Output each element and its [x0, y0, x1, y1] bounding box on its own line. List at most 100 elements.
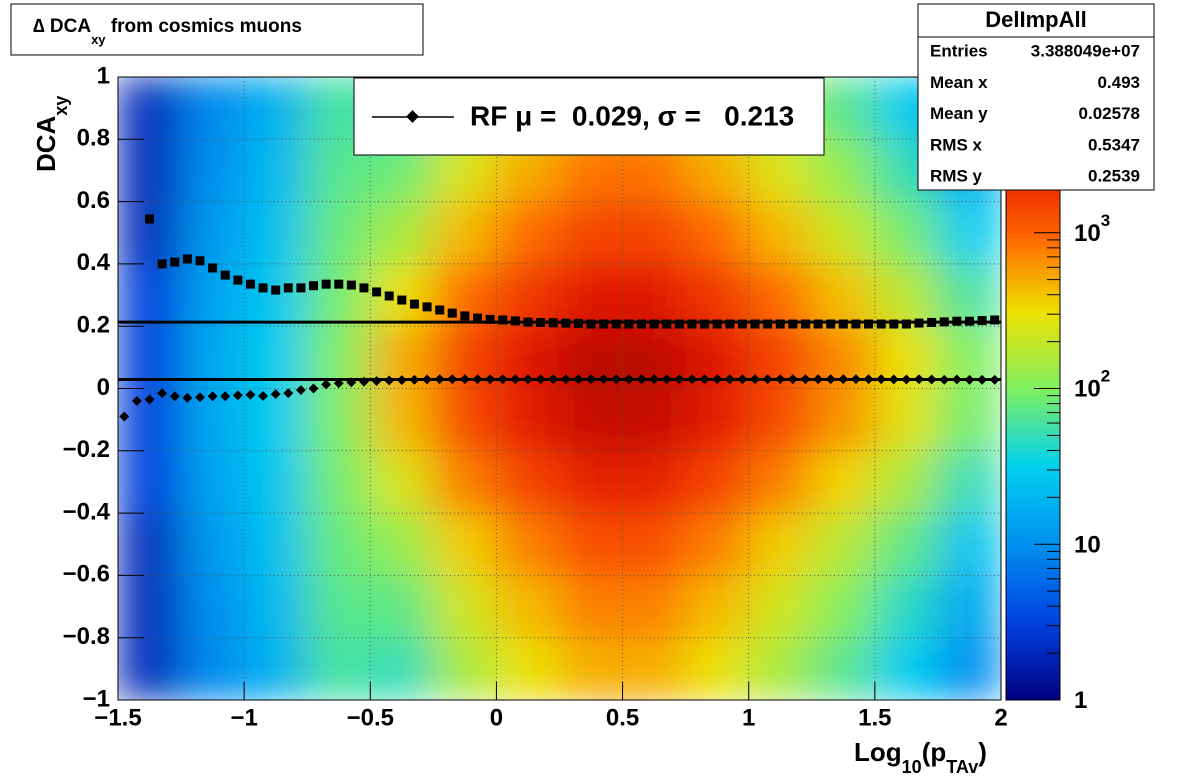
- z-tick-label: 10: [1074, 532, 1101, 559]
- heatmap-cell: [369, 574, 434, 639]
- colorbar-step: [1006, 206, 1060, 213]
- heatmap-cell: [118, 263, 182, 327]
- heatmap-cell: [937, 512, 1001, 576]
- heatmap-cell: [748, 388, 813, 452]
- diamond-marker: [548, 374, 559, 385]
- y-tick-label: −0.4: [63, 498, 111, 525]
- heatmap-cell: [180, 450, 245, 514]
- stats-value: 0.5347: [1088, 135, 1140, 154]
- square-marker: [170, 257, 180, 267]
- heatmap-cell: [748, 263, 813, 327]
- diamond-marker: [321, 379, 332, 390]
- colorbar-step: [1006, 517, 1060, 524]
- colorbar-step: [1006, 346, 1060, 353]
- heatmap-cell: [622, 450, 687, 514]
- diamond-marker: [787, 374, 798, 385]
- heatmap-cell: [559, 263, 624, 327]
- diamond-marker: [371, 376, 382, 386]
- colorbar-step: [1006, 279, 1060, 285]
- heatmap-cell: [118, 637, 182, 700]
- square-marker: [548, 318, 558, 328]
- heatmap-cell: [180, 77, 245, 140]
- heatmap-cell: [306, 574, 371, 639]
- colorbar-step: [1006, 445, 1060, 452]
- colorbar-step: [1006, 668, 1060, 675]
- square-marker: [624, 319, 634, 329]
- heatmap-cell: [685, 637, 750, 700]
- square-marker: [990, 315, 1000, 325]
- title-box: [10, 3, 424, 56]
- diamond-marker: [687, 374, 697, 385]
- diamond-marker: [144, 394, 155, 405]
- diamond-marker: [750, 374, 760, 385]
- diamond-marker: [523, 374, 533, 385]
- square-marker: [725, 319, 735, 329]
- square-marker: [700, 319, 710, 329]
- colorbar-step: [1006, 284, 1060, 291]
- heatmap-cell: [180, 263, 245, 327]
- diamond-marker: [359, 376, 369, 387]
- heatmap-cell: [874, 637, 939, 700]
- diamond-marker: [636, 374, 647, 385]
- heatmap-cell: [685, 450, 750, 514]
- z-tick-label: 103: [1074, 211, 1110, 247]
- diamond-marker: [825, 374, 836, 385]
- square-marker: [145, 214, 155, 224]
- heatmap-cell: [306, 388, 371, 452]
- colorbar-step: [1006, 216, 1060, 223]
- heatmap-cell: [369, 450, 434, 514]
- square-marker: [800, 319, 810, 329]
- square-marker: [245, 279, 255, 289]
- heatmap-cell: [685, 512, 750, 576]
- x-tick-label: −1.5: [94, 704, 141, 731]
- z-tick-base: 10: [1074, 532, 1101, 559]
- colorbar-step: [1006, 663, 1060, 670]
- y-tick-label: −0.6: [63, 561, 110, 588]
- square-marker: [523, 317, 533, 327]
- heatmap-cell: [118, 201, 182, 265]
- colorbar-step: [1006, 351, 1060, 358]
- stats-key: Mean x: [930, 73, 988, 92]
- diamond-marker: [838, 374, 849, 385]
- z-tick-base: 10: [1074, 376, 1101, 403]
- heatmap-cell: [685, 574, 750, 639]
- colorbar-step: [1006, 367, 1060, 374]
- diamond-marker: [649, 374, 660, 385]
- diamond-marker: [674, 374, 685, 385]
- colorbar-step: [1006, 372, 1060, 379]
- square-marker: [939, 317, 949, 327]
- heatmap-cell: [369, 637, 434, 700]
- square-marker: [901, 319, 911, 329]
- diamond-marker: [283, 388, 294, 399]
- colorbar-step: [1006, 294, 1060, 301]
- colorbar-step: [1006, 595, 1060, 602]
- heatmap-cell: [811, 512, 876, 576]
- colorbar-step: [1006, 642, 1060, 649]
- x-axis-label: Log10(pTAv): [854, 737, 987, 777]
- heatmap-cell: [937, 388, 1001, 452]
- colorbar-step: [1006, 299, 1060, 306]
- square-marker: [826, 319, 836, 329]
- diamond-marker: [333, 378, 344, 389]
- colorbar-step: [1006, 305, 1060, 311]
- square-marker: [586, 319, 596, 329]
- colorbar-step: [1006, 362, 1060, 369]
- colorbar-step: [1006, 627, 1060, 633]
- heatmap-cell: [874, 574, 939, 639]
- colorbar-step: [1006, 320, 1060, 327]
- heatmap-cell: [559, 637, 624, 700]
- diamond-marker: [560, 374, 571, 385]
- square-marker: [510, 316, 520, 326]
- square-marker: [687, 319, 697, 329]
- colorbar-step: [1006, 455, 1060, 462]
- heatmap-cell: [118, 574, 182, 639]
- square-marker: [271, 285, 281, 295]
- colorbar-step: [1006, 258, 1060, 265]
- heatmap-cell: [118, 138, 182, 203]
- diamond-marker: [207, 391, 218, 402]
- colorbar-step: [1006, 580, 1060, 587]
- heatmap-cell: [559, 574, 624, 639]
- heatmap-cell: [118, 77, 182, 140]
- heatmap-cell: [432, 512, 497, 576]
